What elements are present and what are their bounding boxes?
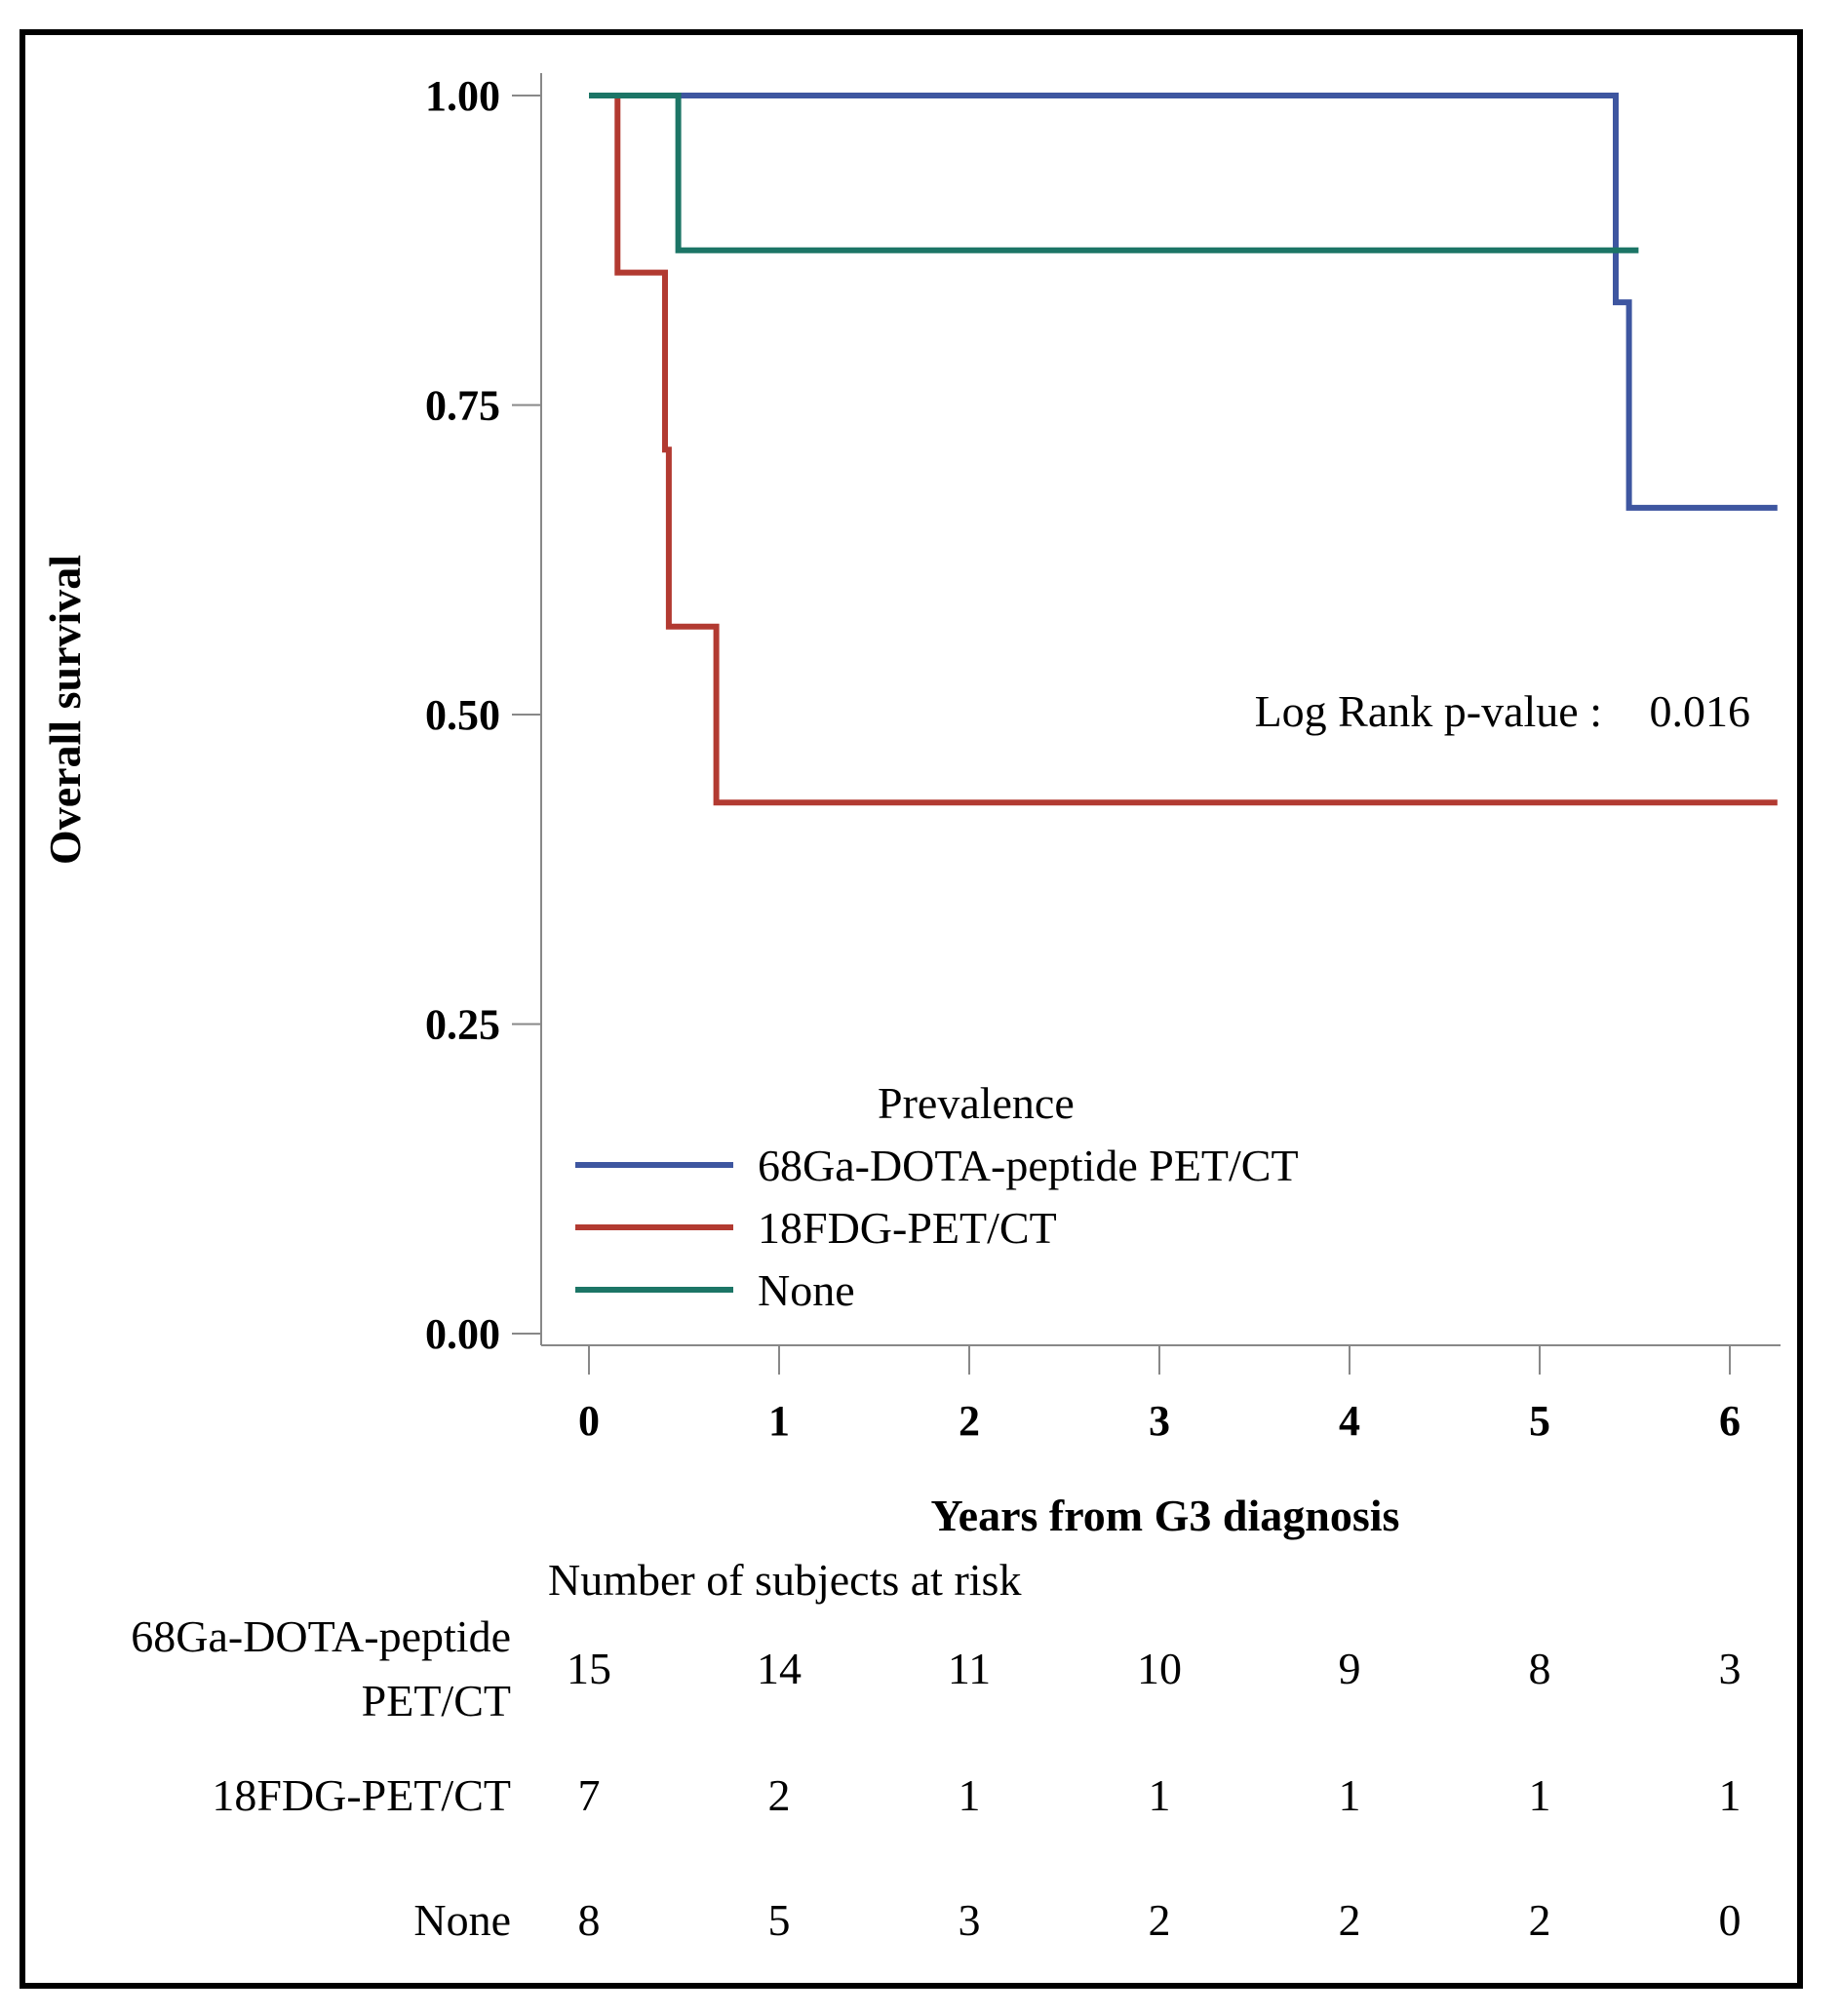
risk-count: 2 [1149,1895,1171,1945]
legend-label: 18FDG-PET/CT [758,1203,1057,1253]
log-rank-label: Log Rank p-value : [1255,686,1602,736]
legend-label: None [758,1265,855,1315]
chart-labels: Overall survival Years from G3 diagnosis… [40,555,1750,1540]
x-tick-label: 2 [959,1397,980,1445]
risk-count: 3 [1719,1644,1742,1693]
y-tick-label: 1.00 [425,72,500,120]
risk-count: 8 [1529,1644,1551,1693]
risk-count: 7 [578,1770,601,1820]
risk-count: 1 [1339,1770,1361,1820]
legend-title: Prevalence [878,1078,1075,1128]
survival-curves [589,93,1778,806]
survival-curve-3 [589,93,1639,253]
legend-label: 68Ga-DOTA-peptide PET/CT [758,1141,1299,1190]
risk-count: 1 [1719,1770,1742,1820]
risk-count: 1 [959,1770,981,1820]
legend: Prevalence 68Ga-DOTA-peptide PET/CT 18FDG… [575,1078,1299,1315]
risk-count: 10 [1137,1644,1182,1693]
risk-count: 14 [757,1644,802,1693]
survival-curve-1 [589,93,1778,511]
risk-table-title: Number of subjects at risk [548,1555,1021,1605]
risk-count: 1 [1149,1770,1171,1820]
risk-count: 1 [1529,1770,1551,1820]
risk-count: 9 [1339,1644,1361,1693]
x-tick-label: 6 [1719,1397,1741,1445]
risk-count: 5 [768,1895,791,1945]
x-tick-label: 4 [1339,1397,1360,1445]
log-rank-value: 0.016 [1650,686,1751,736]
risk-count: 2 [1339,1895,1361,1945]
x-tick-label: 3 [1149,1397,1170,1445]
x-axis-title: Years from G3 diagnosis [931,1491,1400,1540]
x-tick-label: 0 [578,1397,600,1445]
risk-row-label: 18FDG-PET/CT [212,1770,511,1820]
risk-count: 11 [948,1644,991,1693]
risk-count: 15 [567,1644,611,1693]
risk-count: 3 [959,1895,981,1945]
risk-count: 2 [1529,1895,1551,1945]
x-tick-label: 1 [768,1397,790,1445]
risk-count: 8 [578,1895,601,1945]
risk-row-label: 68Ga-DOTA-peptide [131,1611,511,1661]
risk-row-label: PET/CT [362,1676,511,1725]
y-axis-title: Overall survival [40,555,90,865]
y-tick-label: 0.50 [425,691,500,739]
x-tick-label: 5 [1529,1397,1550,1445]
y-tick-label: 0.25 [425,1001,500,1049]
y-tick-label: 0.00 [425,1310,500,1358]
risk-table: Number of subjects at risk 68Ga-DOTA-pep… [131,1555,1741,1945]
risk-count: 2 [768,1770,791,1820]
risk-row-label: None [413,1895,511,1945]
survival-curve-2 [614,96,1778,806]
axes: 0.00 0.25 0.50 0.75 1.00 0 1 2 3 4 5 6 [425,72,1781,1445]
figure-frame [20,29,1803,1989]
risk-count: 0 [1719,1895,1742,1945]
y-tick-label: 0.75 [425,382,500,430]
